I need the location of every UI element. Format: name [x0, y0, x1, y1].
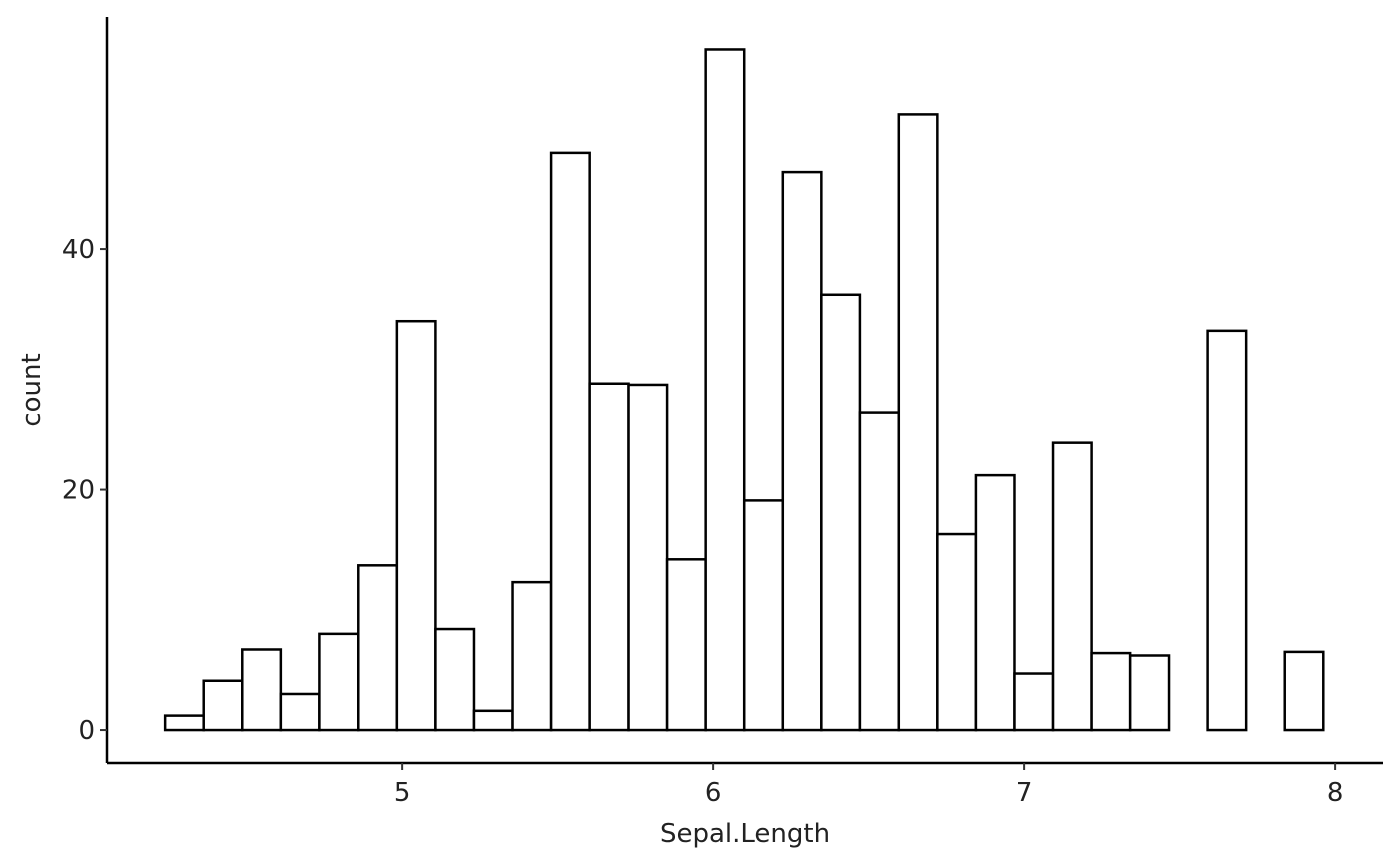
bar: [1051, 441, 1093, 732]
bar: [897, 113, 939, 732]
bar: [357, 564, 399, 732]
bar: [279, 692, 321, 732]
bar: [781, 170, 823, 732]
bar: [241, 648, 283, 732]
bar: [1128, 654, 1171, 732]
bar: [588, 382, 630, 732]
bar: [318, 632, 360, 732]
bar: [820, 293, 862, 732]
x-tick-label: 8: [1327, 778, 1344, 808]
bar: [472, 709, 514, 732]
bar: [1013, 672, 1055, 732]
bar: [858, 411, 901, 732]
bar: [1283, 650, 1325, 732]
bar: [549, 151, 591, 732]
bar: [202, 679, 244, 732]
bar: [665, 558, 707, 732]
bar: [434, 627, 476, 732]
x-tick-label: 5: [394, 778, 411, 808]
y-tick-label: 0: [78, 716, 95, 746]
bar: [974, 473, 1016, 732]
y-axis-label: count: [17, 353, 47, 426]
bar: [511, 580, 553, 732]
bar: [704, 48, 746, 732]
bar: [395, 319, 437, 732]
bar: [936, 532, 978, 732]
x-axis-label: Sepal.Length: [660, 819, 830, 849]
bar: [1206, 329, 1248, 732]
x-tick-label: 6: [705, 778, 722, 808]
bar: [1090, 651, 1132, 732]
bar: [742, 499, 785, 732]
bar: [627, 383, 669, 732]
x-tick-label: 7: [1016, 778, 1033, 808]
y-tick-label: 40: [62, 235, 95, 265]
y-tick-label: 20: [62, 476, 95, 506]
bar: [163, 714, 205, 732]
